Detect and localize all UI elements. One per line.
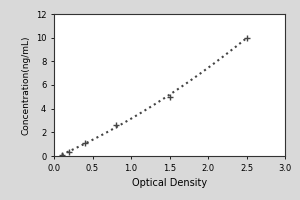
X-axis label: Optical Density: Optical Density <box>132 178 207 188</box>
Y-axis label: Concentration(ng/mL): Concentration(ng/mL) <box>21 35 30 135</box>
